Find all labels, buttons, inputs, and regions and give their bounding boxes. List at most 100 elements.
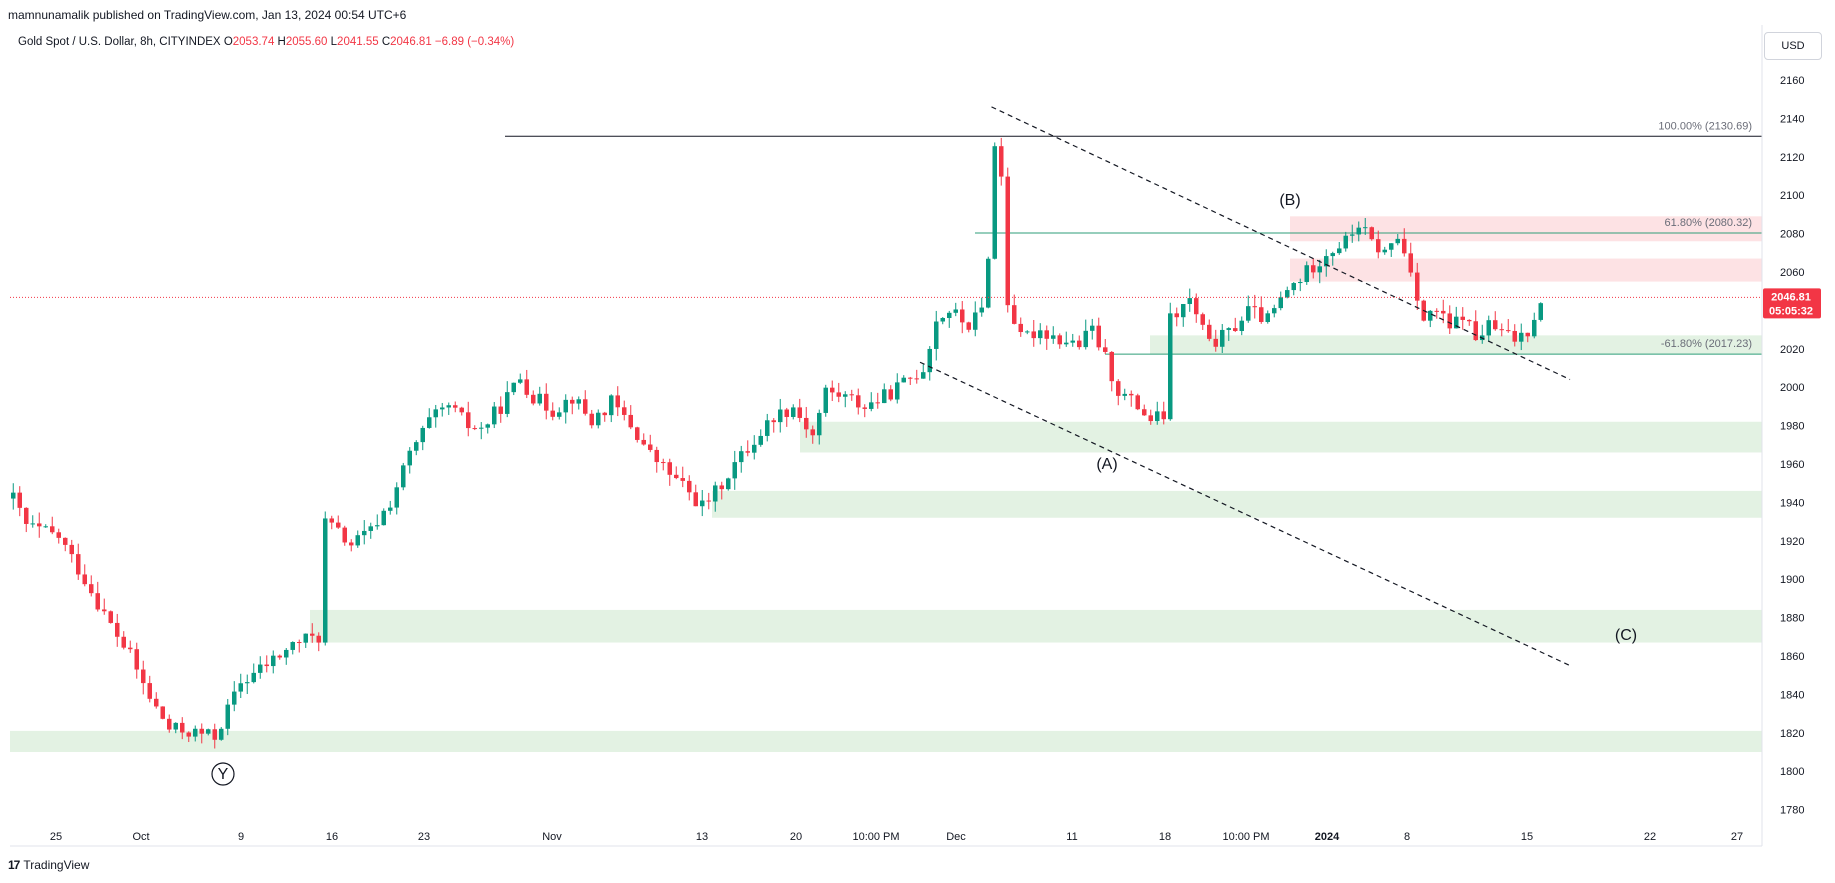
tradingview-logo-icon[interactable]: 17 bbox=[8, 858, 20, 872]
candle-body bbox=[1031, 331, 1036, 339]
candle-body bbox=[1343, 235, 1348, 249]
last-price-tag bbox=[1763, 288, 1821, 319]
brand-name[interactable]: TradingView bbox=[23, 858, 90, 872]
candle-body bbox=[1252, 306, 1257, 308]
symbol-title[interactable]: Gold Spot / U.S. Dollar, 8h, CITYINDEX bbox=[18, 36, 221, 48]
candle-body bbox=[661, 462, 666, 464]
candle-body bbox=[37, 523, 42, 527]
close-value: 2046.81 bbox=[390, 36, 432, 48]
price-tick-label: 1980 bbox=[1780, 421, 1804, 433]
time-tick-label: Dec bbox=[946, 831, 966, 843]
candle-body bbox=[277, 655, 282, 658]
candle-body bbox=[1187, 298, 1192, 305]
candle-body bbox=[557, 412, 562, 417]
price-tick-label: 2100 bbox=[1780, 190, 1804, 202]
candle-body bbox=[69, 544, 74, 555]
candle-body bbox=[641, 439, 646, 445]
candle-body bbox=[1337, 248, 1342, 254]
candle-body bbox=[1350, 234, 1355, 236]
candle-body bbox=[1486, 320, 1491, 336]
candle-body bbox=[732, 462, 737, 479]
candle-body bbox=[63, 537, 68, 545]
candle-body bbox=[466, 412, 471, 429]
price-tick-label: 1960 bbox=[1780, 459, 1804, 471]
last-price-layer: 2046.81 05:05:32 bbox=[10, 288, 1821, 319]
candle-body bbox=[1207, 324, 1212, 339]
candle-body bbox=[1083, 330, 1088, 348]
candle-body bbox=[1109, 351, 1114, 382]
candle-body bbox=[1012, 305, 1017, 324]
candle-body bbox=[1434, 310, 1439, 312]
candle-body bbox=[622, 407, 627, 415]
candle-body bbox=[1304, 265, 1309, 283]
trendline bbox=[919, 361, 1571, 667]
candle-body bbox=[693, 492, 698, 507]
time-axis[interactable]: 25 Oct 9 16 23 Nov 13 20 10:00 PM Dec 11 18 10:00 PM… bbox=[10, 831, 1762, 847]
candle-body bbox=[713, 485, 718, 502]
candle-body bbox=[869, 402, 874, 409]
price-tick-label: 2020 bbox=[1780, 344, 1804, 356]
candle-body bbox=[1395, 238, 1400, 244]
candle-body bbox=[128, 647, 133, 650]
price-tick-label: 1860 bbox=[1780, 651, 1804, 663]
candle-body bbox=[1246, 306, 1251, 321]
candle-body bbox=[1324, 256, 1329, 267]
candle-body bbox=[908, 377, 913, 379]
candle-body bbox=[336, 522, 341, 528]
high-value: 2055.60 bbox=[285, 36, 328, 48]
fib-layer: 100.00% (2130.69) 61.80% (2080.32) -61.80%… bbox=[505, 120, 1762, 355]
candle-body bbox=[121, 636, 126, 648]
price-axis[interactable]: 1780 1800 1820 1840 1860 1880 1900 1920 1940 1960… bbox=[1761, 25, 1804, 846]
candle-body bbox=[225, 704, 230, 729]
candle-body bbox=[401, 465, 406, 488]
candle-body bbox=[219, 728, 224, 740]
close-label: C bbox=[381, 36, 391, 48]
time-tick-label: 18 bbox=[1159, 831, 1171, 843]
candle-body bbox=[1460, 316, 1465, 320]
candle-body bbox=[1057, 335, 1062, 345]
candle-body bbox=[1025, 331, 1030, 333]
price-tick-label: 2000 bbox=[1780, 382, 1804, 394]
candle-body bbox=[154, 698, 159, 707]
candle-body bbox=[316, 635, 321, 643]
candle-body bbox=[778, 409, 783, 423]
candle-body bbox=[576, 399, 581, 404]
candle-body bbox=[1330, 253, 1335, 257]
trendlines-layer bbox=[919, 106, 1571, 667]
candle-body bbox=[30, 523, 35, 525]
candle-body bbox=[212, 729, 217, 740]
candle-body bbox=[888, 389, 893, 400]
candle-body bbox=[1233, 328, 1238, 331]
candle-body bbox=[882, 389, 887, 404]
candle-body bbox=[706, 500, 711, 502]
candle-body bbox=[95, 593, 100, 610]
candle-body bbox=[1506, 330, 1511, 332]
candle-body bbox=[927, 348, 932, 373]
candle-body bbox=[524, 379, 529, 395]
time-tick-label: 15 bbox=[1521, 831, 1533, 843]
time-tick-label: 10:00 PM bbox=[1222, 831, 1269, 843]
candle-body bbox=[1174, 313, 1179, 318]
candle-body bbox=[1532, 319, 1537, 337]
candle-body bbox=[1038, 330, 1043, 339]
candle-body bbox=[862, 407, 867, 409]
demand-zone bbox=[310, 609, 1762, 643]
candle-body bbox=[563, 399, 568, 413]
currency-button[interactable]: USD bbox=[1764, 32, 1822, 60]
candle-body bbox=[290, 642, 295, 650]
price-chart[interactable]: 100.00% (2130.69) 61.80% (2080.32) -61.80%… bbox=[0, 0, 1835, 855]
candle-body bbox=[947, 312, 952, 318]
candle-body bbox=[771, 420, 776, 423]
supply-zone bbox=[1290, 216, 1762, 242]
low-value: 2041.55 bbox=[337, 36, 379, 48]
price-tick-label: 1940 bbox=[1780, 497, 1804, 509]
candle-body bbox=[1538, 303, 1543, 320]
supply-zone bbox=[1290, 258, 1762, 282]
candle-body bbox=[1200, 314, 1205, 325]
candle-body bbox=[1272, 308, 1277, 314]
candle-body bbox=[719, 485, 724, 490]
candle-body bbox=[797, 407, 802, 418]
candle-body bbox=[173, 722, 178, 730]
candle-body bbox=[602, 412, 607, 416]
publisher-info: mamnunamalik published on TradingView.co… bbox=[8, 8, 407, 22]
